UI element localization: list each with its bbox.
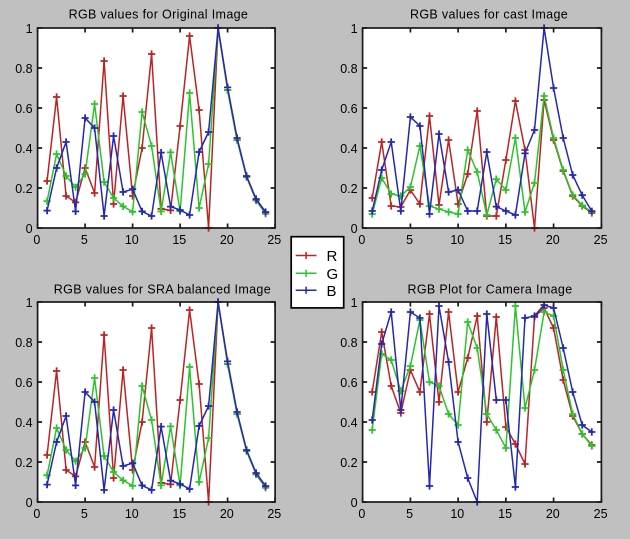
svg-text:0: 0: [26, 222, 33, 236]
svg-text:5: 5: [406, 233, 413, 247]
svg-text:15: 15: [172, 233, 186, 247]
svg-text:5: 5: [406, 507, 413, 521]
svg-text:10: 10: [125, 233, 139, 247]
svg-text:1: 1: [351, 22, 358, 36]
svg-text:RGB values for cast Image: RGB values for cast Image: [410, 8, 568, 22]
svg-text:0: 0: [33, 507, 40, 521]
svg-text:5: 5: [81, 507, 88, 521]
svg-text:0.2: 0.2: [15, 182, 32, 196]
svg-text:0: 0: [358, 507, 365, 521]
svg-text:0.8: 0.8: [340, 336, 357, 350]
svg-text:0: 0: [351, 222, 358, 236]
svg-text:20: 20: [546, 233, 560, 247]
svg-text:15: 15: [498, 507, 512, 521]
svg-text:0: 0: [33, 233, 40, 247]
svg-text:25: 25: [267, 233, 281, 247]
svg-text:1: 1: [26, 22, 33, 36]
svg-text:25: 25: [267, 507, 281, 521]
svg-text:0: 0: [358, 233, 365, 247]
svg-text:5: 5: [81, 233, 88, 247]
svg-text:25: 25: [594, 507, 608, 521]
svg-text:0.6: 0.6: [340, 102, 357, 116]
svg-text:0.4: 0.4: [340, 416, 357, 430]
svg-text:G: G: [327, 266, 339, 283]
svg-text:15: 15: [172, 507, 186, 521]
svg-text:0.8: 0.8: [15, 62, 32, 76]
svg-text:1: 1: [26, 296, 33, 310]
svg-text:10: 10: [450, 507, 464, 521]
svg-text:0.6: 0.6: [340, 376, 357, 390]
svg-text:20: 20: [220, 507, 234, 521]
svg-text:R: R: [327, 248, 338, 265]
svg-text:0.2: 0.2: [340, 182, 357, 196]
svg-text:0.6: 0.6: [15, 376, 32, 390]
svg-text:RGB values for Original Image: RGB values for Original Image: [69, 8, 249, 22]
svg-text:0.2: 0.2: [340, 456, 357, 470]
svg-text:10: 10: [125, 507, 139, 521]
svg-text:10: 10: [450, 233, 464, 247]
svg-text:0.4: 0.4: [340, 142, 357, 156]
svg-text:0.2: 0.2: [15, 456, 32, 470]
svg-text:1: 1: [351, 296, 358, 310]
svg-text:15: 15: [498, 233, 512, 247]
svg-text:0.8: 0.8: [15, 336, 32, 350]
svg-text:0.6: 0.6: [15, 102, 32, 116]
svg-text:0.8: 0.8: [340, 62, 357, 76]
svg-text:0: 0: [351, 496, 358, 510]
svg-text:RGB Plot for Camera Image: RGB Plot for Camera Image: [407, 283, 572, 297]
svg-text:RGB values for SRA balanced Im: RGB values for SRA balanced Image: [54, 283, 271, 297]
svg-text:0.4: 0.4: [15, 416, 32, 430]
svg-text:20: 20: [220, 233, 234, 247]
svg-text:0: 0: [26, 496, 33, 510]
svg-text:20: 20: [546, 507, 560, 521]
svg-text:B: B: [327, 283, 337, 300]
svg-text:0.4: 0.4: [15, 142, 32, 156]
svg-text:25: 25: [594, 233, 608, 247]
